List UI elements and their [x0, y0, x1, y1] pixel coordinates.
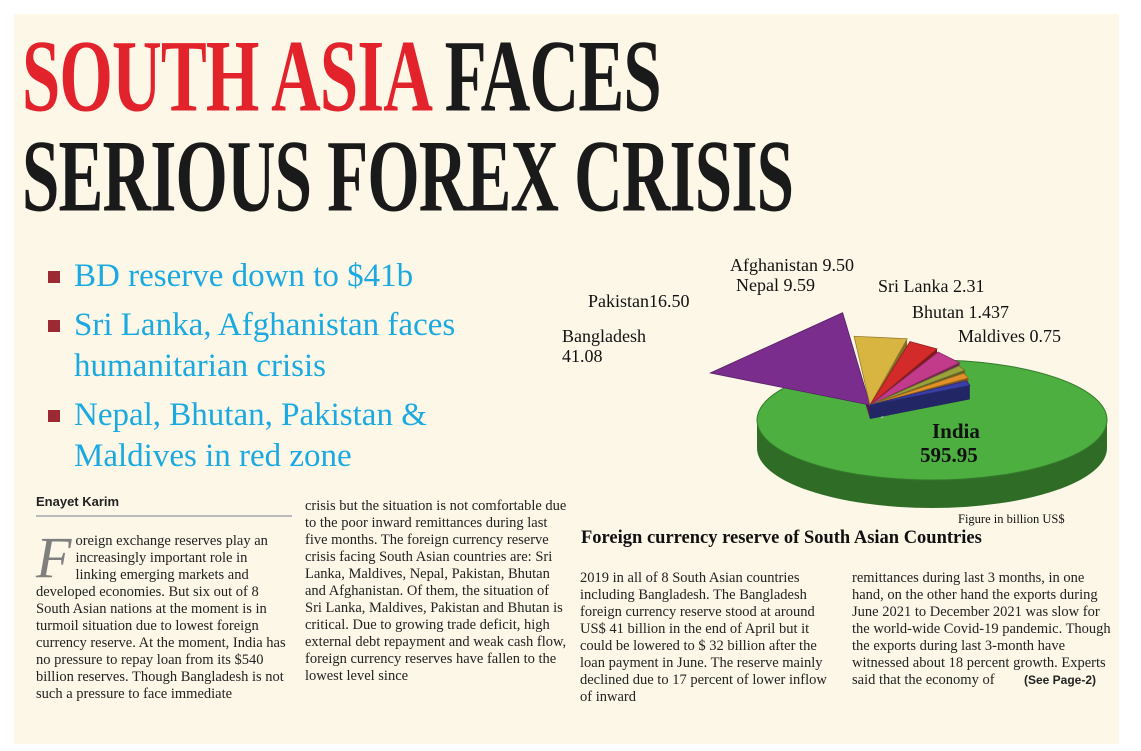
label-pakistan: Pakistan16.50 [588, 291, 690, 311]
headline-red-text: SOUTH ASIA [22, 20, 429, 134]
byline-divider [36, 515, 292, 517]
pie-slice-pakistan [853, 335, 908, 407]
bullet-item: Nepal, Bhutan, Pakistan & Maldives in re… [48, 395, 488, 477]
article-text: oreign exchange reserves play an increas… [36, 533, 286, 702]
pie-slice-side [870, 385, 970, 419]
bullet-square-icon [48, 271, 60, 283]
pie-slice-bhutan [869, 372, 970, 406]
headline-line-2: SERIOUS FOREX CRISIS [22, 120, 794, 234]
label-nepal: Nepal 9.59 [736, 275, 815, 295]
article-column-4: remittances during last 3 months, in one… [852, 570, 1114, 689]
label-srilanka: Sri Lanka 2.31 [878, 276, 985, 296]
bullet-text: Sri Lanka, Afghanistan faces humanitaria… [74, 307, 456, 384]
pie-slice-bangladesh [708, 312, 871, 406]
article-column-3: 2019 in all of 8 South Asian countries i… [580, 570, 827, 705]
label-afghanistan: Afghanistan 9.50 [730, 255, 854, 275]
label-india: India [932, 419, 980, 443]
bullet-square-icon [48, 320, 60, 332]
bullet-item: Sri Lanka, Afghanistan faces humanitaria… [48, 305, 488, 387]
article-text: remittances during last 3 months, in one… [852, 570, 1111, 688]
bullet-item: BD reserve down to $41b [48, 256, 488, 297]
pie-slice-nepal [869, 341, 938, 406]
headline-black-text: FACES [444, 20, 662, 134]
reserve-pie-chart: Afghanistan 9.50 Nepal 9.59 Sri Lanka 2.… [540, 245, 1120, 520]
label-maldives: Maldives 0.75 [958, 326, 1061, 346]
label-bhutan: Bhutan 1.437 [912, 302, 1009, 322]
bullet-text: Nepal, Bhutan, Pakistan & Maldives in re… [74, 397, 427, 474]
pie-slice-afghanistan [869, 351, 961, 406]
headline-line-1: SOUTH ASIA FACES [22, 26, 968, 128]
chart-title: Foreign currency reserve of South Asian … [581, 528, 982, 548]
pie-chart-svg [708, 312, 1108, 508]
pie-slice-sri-lanka [869, 365, 966, 406]
byline: Enayet Karim [36, 494, 120, 509]
label-bangladesh: Bangladesh [562, 326, 646, 346]
article-column-2: crisis but the situation is not comforta… [305, 498, 567, 684]
chart-unit-note: Figure in billion US$ [958, 512, 1065, 526]
pie-slice-maldives [869, 380, 971, 406]
bullet-square-icon [48, 410, 60, 422]
bullet-text: BD reserve down to $41b [74, 258, 414, 294]
label-india-value: 595.95 [920, 443, 978, 467]
drop-cap: F [36, 525, 72, 590]
see-page-link[interactable]: (See Page-2) [1023, 673, 1096, 687]
label-bangladesh-value: 41.08 [562, 346, 603, 366]
highlight-bullets: BD reserve down to $41b Sri Lanka, Afgha… [48, 256, 488, 485]
